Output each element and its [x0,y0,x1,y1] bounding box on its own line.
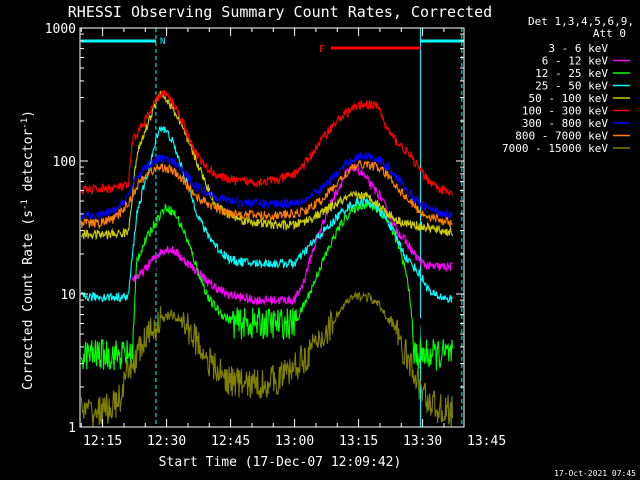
legend-subtitle: Att 0 [593,27,626,40]
y-tick-label: 10 [60,288,76,303]
night-bar-0 [81,39,156,43]
legend-label: 800 - 7000 keV [515,130,608,143]
flare-bar [330,46,421,50]
series-line-4 [80,91,454,241]
series-line-5 [80,89,454,197]
night-label: N [160,37,165,47]
legend-label: 300 - 800 keV [522,117,608,130]
legend-label: 3 - 6 keV [548,42,608,55]
night-bar-1 [420,39,464,43]
x-tick-label: 12:15 [83,434,122,449]
legend-label: 12 - 25 keV [535,67,608,80]
chart-title: RHESSI Observing Summary Count Rates, Co… [68,3,492,21]
axis-ticks [80,28,464,428]
legend-label: 25 - 50 keV [535,80,608,93]
x-tick-label: 13:15 [339,434,378,449]
series-line-3 [80,125,453,303]
x-tick-label: 13:00 [275,434,314,449]
legend-label: 50 - 100 keV [529,92,609,105]
legend-label: 6 - 12 keV [542,55,609,68]
timestamp: 17-Oct-2021 07:45 [554,469,636,478]
plot-area [80,28,464,427]
legend-title: Det 1,3,4,5,6,9, [528,15,634,28]
x-tick-label: 12:45 [211,434,250,449]
x-tick-label: 12:30 [147,434,186,449]
series-line-6 [80,151,453,221]
y-tick-label: 100 [53,155,76,170]
series-line-1 [131,163,453,306]
plot-frame [79,27,465,428]
y-tick-label: 1 [68,421,76,436]
series-line-7 [80,159,453,230]
y-axis-label: Corrected Count Rate (s-1 detector-1) [20,110,36,390]
x-tick-label: 13:30 [403,434,442,449]
legend-label: 100 - 300 keV [522,105,608,118]
legend-label: 7000 - 15000 keV [502,142,608,155]
y-tick-label: 1000 [45,22,76,37]
flare-label: F [319,44,325,55]
x-tick-label: 13:45 [467,434,506,449]
x-axis-label: Start Time (17-Dec-07 12:09:42) [159,455,402,470]
series-line-8 [80,290,454,427]
